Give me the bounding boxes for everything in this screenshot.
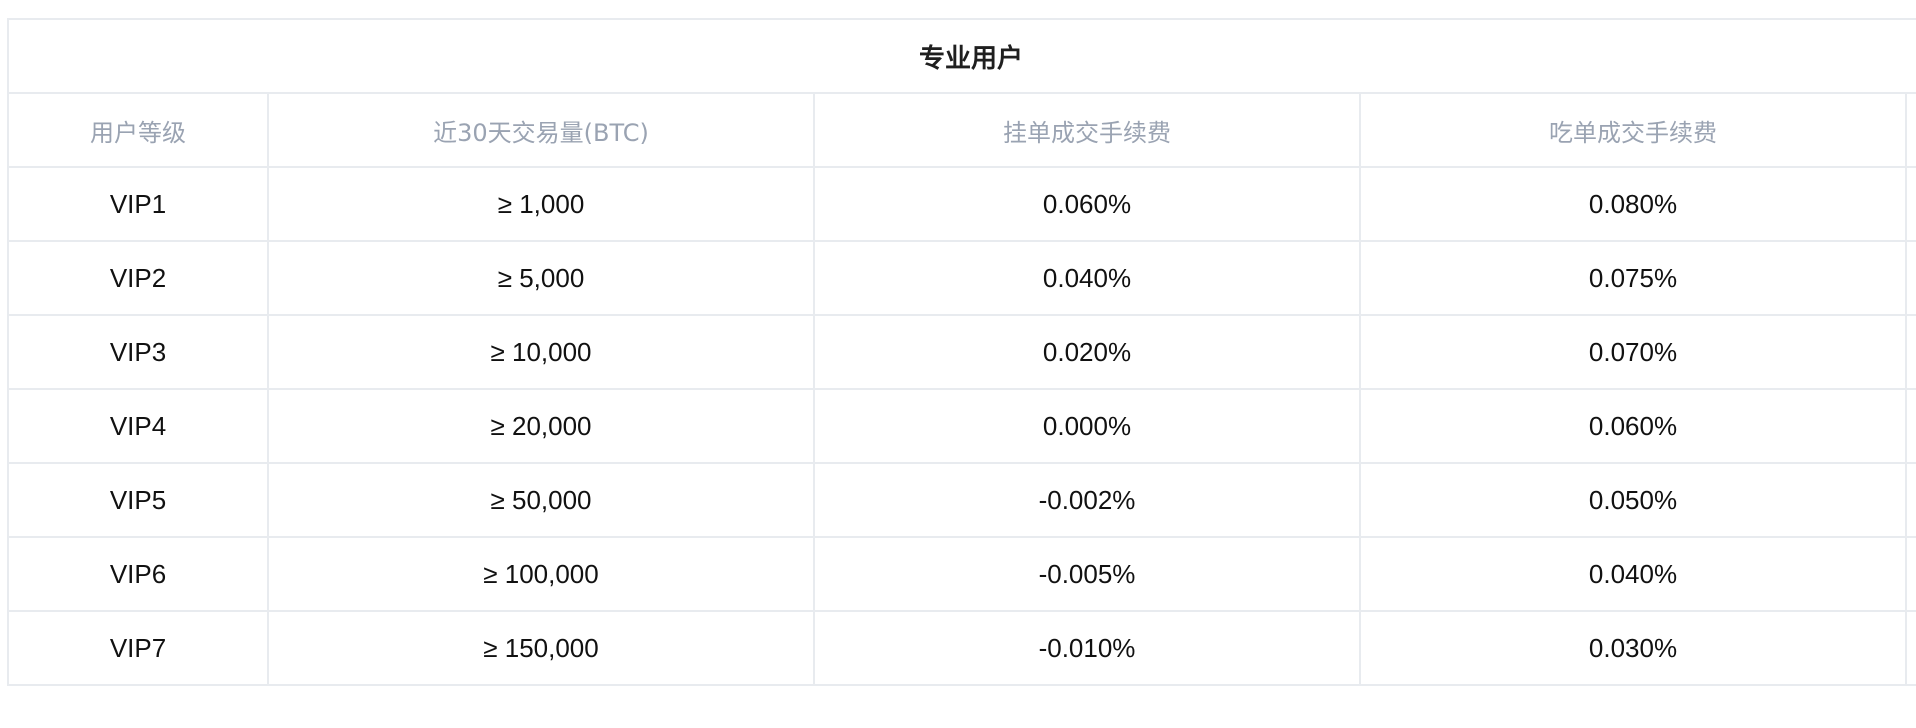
cell-volume: ≥ 50,000 bbox=[267, 462, 815, 538]
cell-taker-fee: 0.050% bbox=[1359, 462, 1907, 538]
cell-level: VIP5 bbox=[7, 462, 269, 538]
table-row: VIP1 ≥ 1,000 0.060% 0.080% bbox=[7, 166, 1916, 242]
cell-level: VIP1 bbox=[7, 166, 269, 242]
cell-maker-fee: 0.020% bbox=[813, 314, 1361, 390]
header-maker-fee: 挂单成交手续费 bbox=[813, 92, 1361, 168]
cell-volume: ≥ 150,000 bbox=[267, 610, 815, 686]
cell-level: VIP2 bbox=[7, 240, 269, 316]
cell-taker-fee: 0.070% bbox=[1359, 314, 1907, 390]
header-taker-fee: 吃单成交手续费 bbox=[1359, 92, 1907, 168]
cell-taker-fee: 0.060% bbox=[1359, 388, 1907, 464]
cell-maker-fee: -0.002% bbox=[813, 462, 1361, 538]
cell-volume: ≥ 5,000 bbox=[267, 240, 815, 316]
cell-clipped bbox=[1905, 166, 1916, 242]
cell-volume: ≥ 1,000 bbox=[267, 166, 815, 242]
vip-fee-table: 专业用户 用户等级 近30天交易量(BTC) 挂单成交手续费 吃单成交手续费 V… bbox=[7, 18, 1916, 686]
header-user-level: 用户等级 bbox=[7, 92, 269, 168]
cell-maker-fee: -0.010% bbox=[813, 610, 1361, 686]
table-title-row: 专业用户 bbox=[7, 18, 1916, 94]
cell-maker-fee: 0.040% bbox=[813, 240, 1361, 316]
cell-maker-fee: -0.005% bbox=[813, 536, 1361, 612]
cell-maker-fee: 0.060% bbox=[813, 166, 1361, 242]
header-30d-volume: 近30天交易量(BTC) bbox=[267, 92, 815, 168]
cell-taker-fee: 0.030% bbox=[1359, 610, 1907, 686]
table-row: VIP6 ≥ 100,000 -0.005% 0.040% bbox=[7, 536, 1916, 612]
table-row: VIP7 ≥ 150,000 -0.010% 0.030% bbox=[7, 610, 1916, 686]
table-title: 专业用户 bbox=[7, 18, 1916, 94]
cell-clipped bbox=[1905, 314, 1916, 390]
cell-level: VIP4 bbox=[7, 388, 269, 464]
cell-volume: ≥ 10,000 bbox=[267, 314, 815, 390]
table-header-row: 用户等级 近30天交易量(BTC) 挂单成交手续费 吃单成交手续费 bbox=[7, 92, 1916, 168]
cell-taker-fee: 0.080% bbox=[1359, 166, 1907, 242]
table-row: VIP3 ≥ 10,000 0.020% 0.070% bbox=[7, 314, 1916, 390]
cell-level: VIP7 bbox=[7, 610, 269, 686]
cell-clipped bbox=[1905, 462, 1916, 538]
cell-volume: ≥ 100,000 bbox=[267, 536, 815, 612]
cell-maker-fee: 0.000% bbox=[813, 388, 1361, 464]
cell-level: VIP3 bbox=[7, 314, 269, 390]
cell-taker-fee: 0.040% bbox=[1359, 536, 1907, 612]
cell-clipped bbox=[1905, 240, 1916, 316]
cell-level: VIP6 bbox=[7, 536, 269, 612]
header-clipped-column bbox=[1905, 92, 1916, 168]
cell-taker-fee: 0.075% bbox=[1359, 240, 1907, 316]
table-row: VIP4 ≥ 20,000 0.000% 0.060% bbox=[7, 388, 1916, 464]
cell-clipped bbox=[1905, 388, 1916, 464]
table-row: VIP2 ≥ 5,000 0.040% 0.075% bbox=[7, 240, 1916, 316]
cell-volume: ≥ 20,000 bbox=[267, 388, 815, 464]
table-row: VIP5 ≥ 50,000 -0.002% 0.050% bbox=[7, 462, 1916, 538]
cell-clipped bbox=[1905, 536, 1916, 612]
cell-clipped bbox=[1905, 610, 1916, 686]
